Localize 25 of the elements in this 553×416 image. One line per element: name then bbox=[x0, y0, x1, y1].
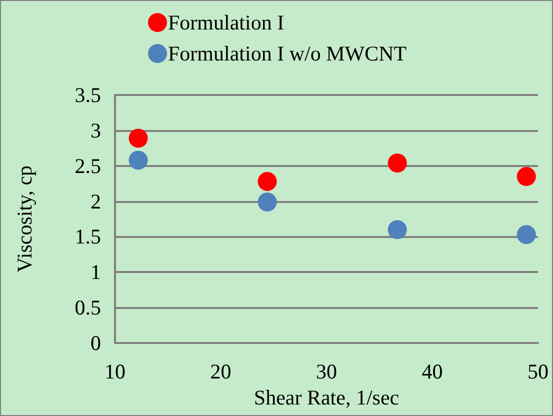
y-tick-label: 1 bbox=[90, 260, 101, 284]
legend-label: Formulation I w/o MWCNT bbox=[168, 42, 407, 66]
y-tick-label: 0.5 bbox=[74, 296, 101, 320]
y-tick-label: 1.5 bbox=[74, 224, 101, 249]
x-tick-label: 40 bbox=[422, 360, 443, 384]
x-axis-title: Shear Rate, 1/sec bbox=[254, 385, 400, 410]
y-tick-label: 0 bbox=[90, 331, 101, 355]
point bbox=[516, 225, 536, 244]
x-tick-label: 30 bbox=[316, 360, 337, 384]
y-tick-label: 3.5 bbox=[74, 83, 101, 107]
point bbox=[388, 220, 407, 240]
x-tick-label: 50 bbox=[528, 360, 548, 384]
y-tick-label: 3 bbox=[90, 118, 101, 142]
y-tick-label: 2 bbox=[90, 189, 101, 214]
point bbox=[516, 166, 536, 186]
point bbox=[128, 128, 148, 148]
point bbox=[258, 172, 277, 191]
point bbox=[258, 192, 277, 212]
y-tick-label: 2.5 bbox=[74, 154, 101, 178]
point bbox=[128, 150, 148, 170]
legend-label: Formulation I bbox=[168, 10, 284, 34]
x-tick-label: 10 bbox=[104, 360, 126, 384]
x-tick-label: 20 bbox=[210, 360, 232, 384]
y-axis-title: Viscosity, cp bbox=[12, 165, 36, 273]
point bbox=[388, 154, 407, 173]
